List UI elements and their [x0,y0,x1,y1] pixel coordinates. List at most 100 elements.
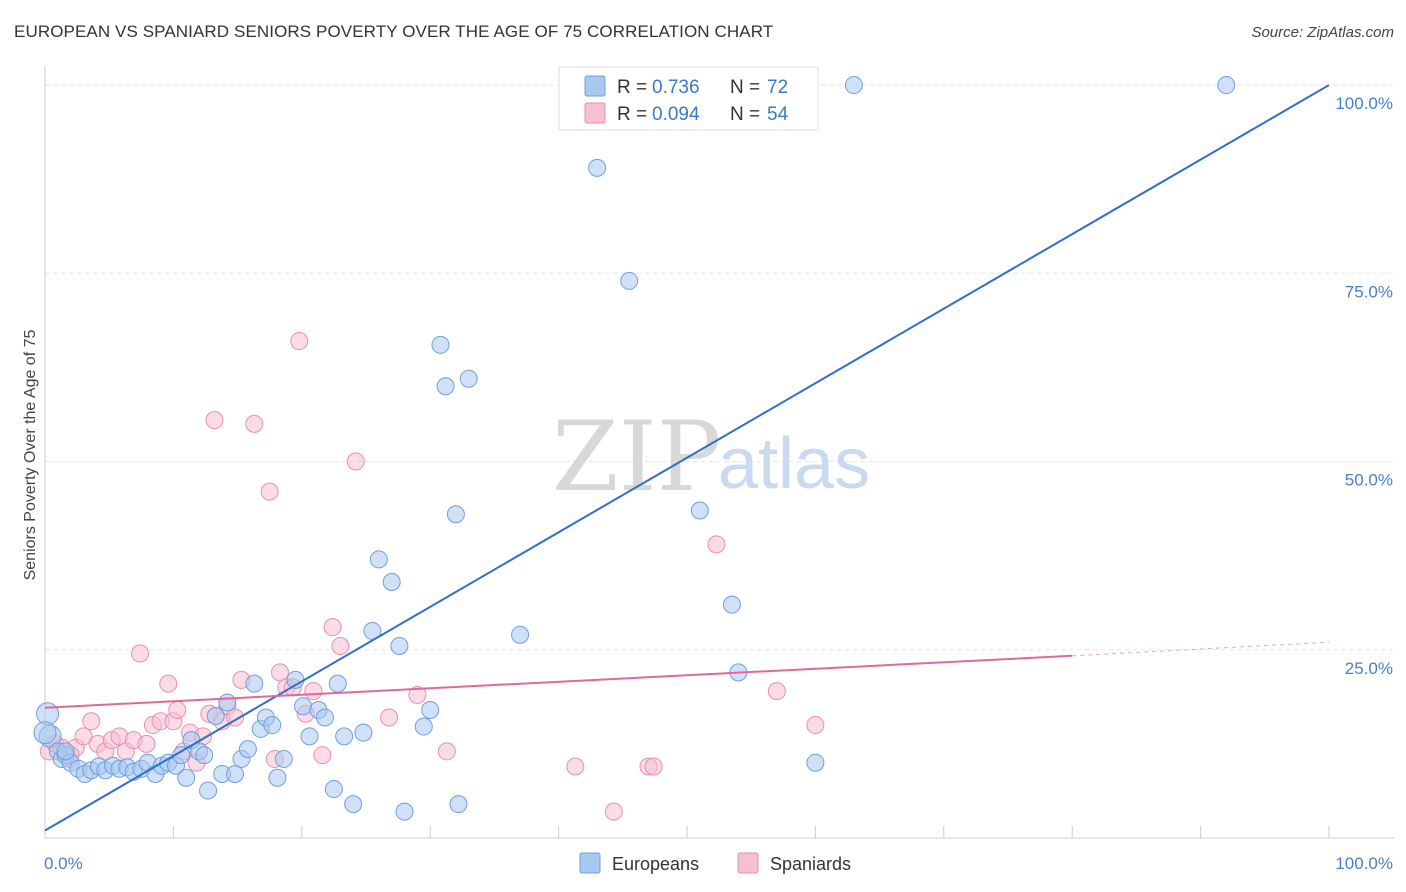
y-tick-label-2: 75.0% [1345,282,1393,301]
european-point-47 [344,795,363,814]
spaniard-point-44 [408,685,427,704]
legend-r-label-europeans: R = [617,77,647,98]
european-point-58 [446,505,465,524]
spaniard-point-52 [806,716,825,735]
european-point-69 [1217,76,1236,95]
spaniard-point-5 [74,727,93,746]
y-tick-label-1: 50.0% [1345,471,1393,490]
legend: R = 0.736 N = 72 R = 0.094 N = 54 [558,66,819,131]
european-point-62 [588,158,607,177]
european-point-63 [620,271,639,290]
european-point-70 [33,721,57,745]
x-tick-label-min: 0.0% [44,854,83,873]
x-tick-label-max: 100.0% [1335,854,1393,873]
europeans-trend-line [44,84,1330,832]
european-point-56 [431,335,450,354]
bottom-legend-swatch-spaniards [737,852,759,874]
y-tick-labels: 25.0% 50.0% 75.0% 100.0% [1335,94,1393,678]
spaniard-point-38 [304,682,323,701]
bottom-legend-spaniards: Spaniards [770,854,851,874]
european-point-61 [511,625,530,644]
spaniard-point-31 [260,482,279,501]
european-point-30 [226,765,245,783]
spaniard-point-33 [270,663,289,682]
european-point-51 [382,573,401,591]
chart-title: EUROPEAN VS SPANIARD SENIORS POVERTY OVE… [14,22,774,41]
spaniard-point-46 [566,757,585,776]
european-point-55 [421,701,440,719]
spaniard-point-6 [82,712,101,731]
european-point-43 [315,708,334,727]
bottom-legend: Europeans Spaniards [579,852,851,874]
spaniard-point-51 [767,682,786,701]
european-point-33 [245,674,264,693]
legend-r-value-spaniards: 0.094 [652,104,700,125]
spaniard-point-42 [346,452,365,471]
spaniard-point-36 [290,332,309,351]
spaniard-point-19 [168,701,187,719]
spaniard-point-25 [205,411,224,430]
european-point-40 [294,697,313,716]
spaniard-point-14 [137,734,156,753]
european-point-37 [268,768,287,787]
european-point-46 [335,727,354,746]
european-point-29 [218,693,237,712]
spaniard-point-41 [331,637,350,655]
legend-swatch-spaniards [584,102,606,124]
european-point-52 [390,637,409,655]
legend-swatch-europeans [584,75,606,97]
european-point-36 [263,716,282,735]
legend-r-label-spaniards: R = [617,104,647,125]
source-label: Source: ZipAtlas.com [1251,24,1394,41]
spaniard-point-49 [644,757,663,776]
spaniard-point-45 [437,742,456,761]
grid-lines [45,84,1394,651]
spaniard-point-40 [323,618,342,637]
european-point-48 [354,723,373,742]
spaniard-point-47 [604,802,623,821]
spaniard-point-17 [159,674,178,693]
european-point-41 [300,727,319,746]
watermark-atlas: atlas [718,424,870,504]
y-axis-title: Seniors Poverty Over the Age of 75 [22,330,39,581]
european-point-44 [324,780,343,799]
legend-n-label-spaniards: N = [730,104,760,125]
trend-lines [44,84,1330,832]
spaniards-trend-line-extension [1072,641,1330,657]
european-point-60 [459,369,478,388]
watermark: ZIP atlas [552,401,870,513]
legend-r-value-europeans: 0.736 [652,77,700,98]
x-tick-labels: 0.0% 100.0% [44,854,1393,873]
european-point-57 [436,377,455,396]
watermark-zip: ZIP [552,401,721,513]
legend-n-value-spaniards: 54 [767,104,789,125]
legend-n-value-europeans: 72 [767,77,788,98]
legend-n-label-europeans: N = [730,77,760,98]
bottom-legend-swatch-europeans [579,852,601,874]
spaniards-trend-line [44,654,1073,709]
spaniard-point-13 [131,644,150,663]
european-point-27 [206,707,225,726]
european-point-50 [369,550,388,569]
european-point-53 [395,802,414,821]
european-point-59 [449,795,468,814]
european-point-71 [56,742,75,761]
european-point-64 [690,501,709,520]
european-point-22 [177,768,196,787]
spaniard-point-30 [245,414,264,433]
spaniard-point-43 [380,708,399,727]
european-point-54 [414,717,433,736]
european-point-32 [238,740,257,759]
european-point-65 [722,595,741,614]
european-point-38 [274,749,293,768]
european-point-67 [806,753,825,772]
spaniard-point-39 [313,746,332,765]
european-point-21 [172,746,191,765]
bottom-legend-europeans: Europeans [612,854,699,874]
y-tick-label-3: 100.0% [1335,94,1393,113]
spaniard-point-50 [707,535,726,554]
european-point-45 [328,674,347,693]
european-point-68 [844,76,863,95]
y-tick-label-0: 25.0% [1345,659,1393,678]
